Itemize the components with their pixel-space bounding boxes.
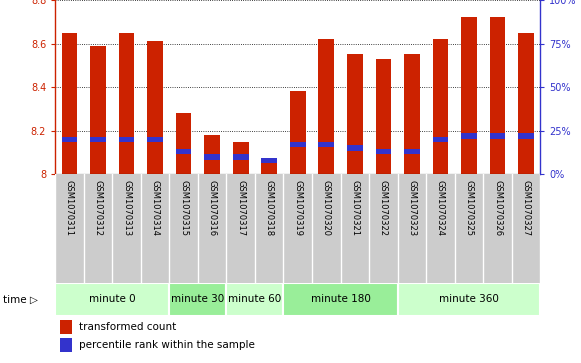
Text: GSM1070315: GSM1070315 xyxy=(179,180,188,236)
Bar xyxy=(62,33,77,174)
Bar xyxy=(90,46,106,174)
Bar xyxy=(55,283,169,316)
Bar xyxy=(90,136,106,142)
Text: GSM1070318: GSM1070318 xyxy=(265,180,274,236)
Text: GSM1070313: GSM1070313 xyxy=(122,180,131,236)
Bar xyxy=(433,136,449,142)
Bar xyxy=(375,59,391,174)
Bar xyxy=(318,39,334,174)
Bar xyxy=(60,320,72,334)
Bar xyxy=(205,135,220,174)
Bar xyxy=(404,54,419,174)
Text: GSM1070317: GSM1070317 xyxy=(236,180,245,236)
Bar xyxy=(518,133,534,139)
Text: percentile rank within the sample: percentile rank within the sample xyxy=(80,340,255,350)
Bar xyxy=(375,149,391,154)
Text: GSM1070324: GSM1070324 xyxy=(436,180,445,236)
Bar xyxy=(233,142,249,174)
Bar xyxy=(261,159,277,174)
Bar xyxy=(119,33,134,174)
Bar xyxy=(397,283,540,316)
Bar xyxy=(461,17,477,174)
Bar xyxy=(119,136,134,142)
Bar xyxy=(284,283,397,316)
Bar xyxy=(147,136,163,142)
Bar xyxy=(347,145,363,151)
Text: GSM1070321: GSM1070321 xyxy=(350,180,359,236)
Bar xyxy=(290,142,306,147)
Bar xyxy=(490,17,505,174)
Text: GSM1070319: GSM1070319 xyxy=(293,180,302,236)
Text: GSM1070314: GSM1070314 xyxy=(150,180,160,236)
Text: GSM1070323: GSM1070323 xyxy=(407,180,417,236)
Text: GSM1070320: GSM1070320 xyxy=(322,180,331,236)
Bar xyxy=(147,41,163,174)
Text: minute 60: minute 60 xyxy=(228,294,282,305)
Bar xyxy=(290,91,306,174)
Text: GSM1070326: GSM1070326 xyxy=(493,180,502,236)
Bar xyxy=(518,33,534,174)
Bar xyxy=(461,133,477,139)
Text: GSM1070311: GSM1070311 xyxy=(65,180,74,236)
Bar xyxy=(169,283,227,316)
Text: time ▷: time ▷ xyxy=(3,294,38,305)
Bar xyxy=(261,158,277,163)
Bar xyxy=(347,54,363,174)
Bar xyxy=(318,142,334,147)
Bar xyxy=(404,149,419,154)
Text: GSM1070322: GSM1070322 xyxy=(379,180,388,236)
Bar xyxy=(227,283,284,316)
Bar xyxy=(176,149,192,154)
Text: minute 30: minute 30 xyxy=(171,294,224,305)
Bar xyxy=(62,136,77,142)
Text: GSM1070325: GSM1070325 xyxy=(464,180,474,236)
Text: minute 360: minute 360 xyxy=(439,294,499,305)
Bar xyxy=(176,113,192,174)
Text: minute 0: minute 0 xyxy=(89,294,135,305)
Bar xyxy=(233,154,249,159)
Bar xyxy=(205,154,220,159)
Bar xyxy=(490,133,505,139)
Text: transformed count: transformed count xyxy=(80,322,177,332)
Text: GSM1070327: GSM1070327 xyxy=(522,180,530,236)
Text: GSM1070316: GSM1070316 xyxy=(207,180,217,236)
Bar xyxy=(60,338,72,352)
Text: GSM1070312: GSM1070312 xyxy=(94,180,102,236)
Text: minute 180: minute 180 xyxy=(311,294,371,305)
Bar xyxy=(433,39,449,174)
